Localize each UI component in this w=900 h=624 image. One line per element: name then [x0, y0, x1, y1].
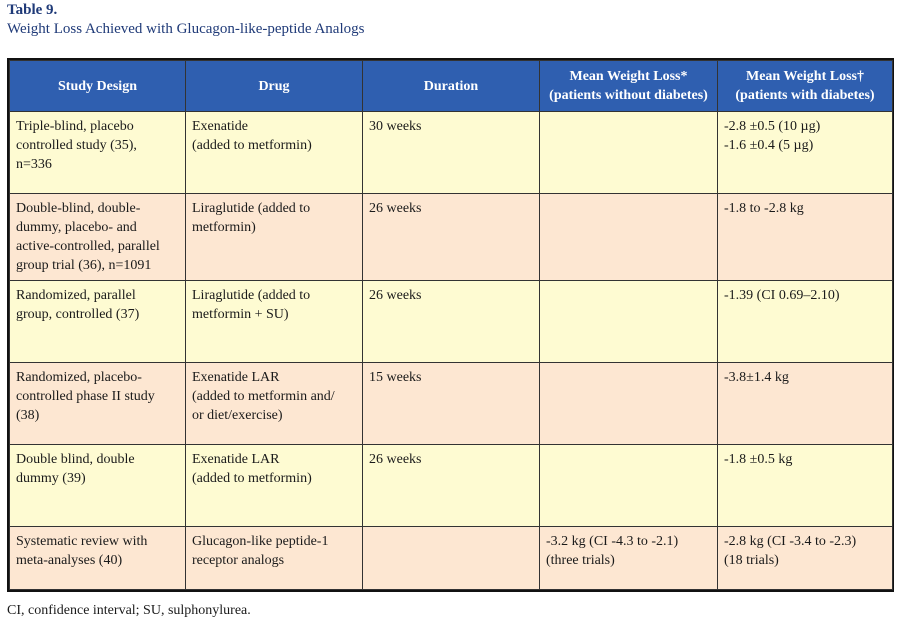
cell-study-design-line: Systematic review with	[16, 534, 148, 549]
cell-weight-loss-without-diabetes	[539, 193, 718, 281]
cell-study-design-line: group, controlled (37)	[16, 307, 140, 322]
cell-drug: Glucagon-like peptide-1 receptor analogs	[185, 526, 363, 590]
cell-drug-line: metformin + SU)	[192, 307, 289, 322]
table-footnote: CI, confidence interval; SU, sulphonylur…	[7, 603, 251, 618]
cell-drug: Exenatide LAR (added to metformin and/or …	[185, 362, 363, 445]
header-weight-loss-without-diabetes: Mean Weight Loss* (patients without diab…	[539, 60, 718, 112]
cell-weight-loss-with-diabetes-line: -1.39 (CI 0.69–2.10)	[724, 288, 840, 303]
table-row: Randomized, placebo-controlled phase II …	[9, 362, 893, 445]
cell-drug-line: (added to metformin)	[192, 138, 312, 153]
cell-duration: 15 weeks	[362, 362, 540, 445]
cell-study-design: Systematic review with meta-analyses (40)	[9, 526, 186, 590]
cell-weight-loss-without-diabetes: -3.2 kg (CI -4.3 to -2.1) (three trials)	[539, 526, 718, 590]
cell-drug-line: Exenatide LAR	[192, 370, 280, 385]
cell-weight-loss-with-diabetes-line: -1.6 ±0.4 (5 µg)	[724, 138, 814, 153]
table-row: Systematic review with meta-analyses (40)…	[9, 526, 893, 590]
cell-drug: Exenatide (added to metformin)	[185, 111, 363, 194]
cell-study-design-line: dummy, placebo- and	[16, 220, 137, 235]
cell-drug-line: receptor analogs	[192, 553, 285, 568]
cell-study-design-line: Double blind, double	[16, 452, 135, 467]
cell-weight-loss-with-diabetes-line: -1.8 ±0.5 kg	[724, 452, 793, 467]
cell-weight-loss-with-diabetes: -1.8 ±0.5 kg	[717, 444, 893, 527]
table-row: Double blind, double dummy (39) Exenatide …	[9, 444, 893, 527]
cell-drug: Exenatide LAR (added to metformin)	[185, 444, 363, 527]
cell-study-design-line: meta-analyses (40)	[16, 553, 123, 568]
cell-weight-loss-with-diabetes: -2.8 kg (CI -3.4 to -2.3) (18 trials)	[717, 526, 893, 590]
cell-study-design-line: Randomized, parallel	[16, 288, 136, 303]
cell-study-design-line: Double-blind, double-	[16, 201, 141, 216]
cell-weight-loss-with-diabetes: -1.8 to -2.8 kg	[717, 193, 893, 281]
cell-weight-loss-with-diabetes-line: -2.8 kg (CI -3.4 to -2.3)	[724, 534, 857, 549]
cell-weight-loss-with-diabetes-line: -2.8 ±0.5 (10 µg)	[724, 119, 821, 134]
cell-weight-loss-with-diabetes-line: -3.8±1.4 kg	[724, 370, 789, 385]
cell-study-design: Randomized, placebo-controlled phase II …	[9, 362, 186, 445]
cell-drug-line: Liraglutide (added to	[192, 288, 311, 303]
header-study-design: Study Design	[9, 60, 186, 112]
cell-study-design: Randomized, parallel group, controlled (3…	[9, 280, 186, 363]
cell-study-design-line: group trial (36), n=1091	[16, 258, 152, 273]
header-weight-loss-with-diabetes: Mean Weight Loss† (patients with diabete…	[717, 60, 893, 112]
header-duration: Duration	[362, 60, 540, 112]
header-row: Study Design Drug Duration Mean Weight L…	[9, 60, 893, 112]
cell-drug-line: Exenatide LAR	[192, 452, 280, 467]
table-row: Triple-blind, placebo controlled study (3…	[9, 111, 893, 194]
cell-study-design-line: dummy (39)	[16, 471, 86, 486]
cell-duration	[362, 526, 540, 590]
cell-study-design-line: (38)	[16, 408, 40, 423]
cell-weight-loss-with-diabetes: -1.39 (CI 0.69–2.10)	[717, 280, 893, 363]
cell-study-design-line: active-controlled, parallel	[16, 239, 160, 254]
cell-study-design: Double blind, double dummy (39)	[9, 444, 186, 527]
table-row: Randomized, parallel group, controlled (3…	[9, 280, 893, 363]
cell-duration: 26 weeks	[362, 444, 540, 527]
cell-study-design-line: controlled phase II study	[16, 389, 155, 404]
cell-drug-line: (added to metformin and/	[192, 389, 335, 404]
cell-study-design: Triple-blind, placebo controlled study (3…	[9, 111, 186, 194]
cell-drug-line: Liraglutide (added to	[192, 201, 311, 216]
cell-study-design-line: Randomized, placebo-	[16, 370, 142, 385]
cell-weight-loss-with-diabetes: -3.8±1.4 kg	[717, 362, 893, 445]
cell-weight-loss-with-diabetes: -2.8 ±0.5 (10 µg) -1.6 ±0.4 (5 µg)	[717, 111, 893, 194]
cell-drug-line: (added to metformin)	[192, 471, 312, 486]
cell-weight-loss-without-diabetes-line: (three trials)	[546, 553, 615, 568]
header-drug: Drug	[185, 60, 363, 112]
cell-study-design-line: Triple-blind, placebo	[16, 119, 134, 134]
cell-weight-loss-with-diabetes-line: -1.8 to -2.8 kg	[724, 201, 804, 216]
cell-drug: Liraglutide (added to metformin)	[185, 193, 363, 281]
cell-drug-line: metformin)	[192, 220, 256, 235]
cell-weight-loss-without-diabetes	[539, 444, 718, 527]
cell-duration: 30 weeks	[362, 111, 540, 194]
cell-weight-loss-with-diabetes-line: (18 trials)	[724, 553, 779, 568]
cell-weight-loss-without-diabetes	[539, 111, 718, 194]
table-label: Table 9.	[7, 2, 58, 18]
cell-study-design-line: n=336	[16, 157, 52, 172]
cell-drug-line: or diet/exercise)	[192, 408, 283, 423]
cell-weight-loss-without-diabetes	[539, 362, 718, 445]
table-row: Double-blind, double-dummy, placebo- and…	[9, 193, 893, 281]
cell-drug-line: Glucagon-like peptide-1	[192, 534, 329, 549]
cell-weight-loss-without-diabetes	[539, 280, 718, 363]
cell-drug-line: Exenatide	[192, 119, 248, 134]
table-body: Triple-blind, placebo controlled study (3…	[9, 111, 893, 590]
table-title: Weight Loss Achieved with Glucagon-like-…	[7, 21, 365, 37]
cell-drug: Liraglutide (added to metformin + SU)	[185, 280, 363, 363]
cell-study-design-line: controlled study (35),	[16, 138, 137, 153]
cell-study-design: Double-blind, double-dummy, placebo- and…	[9, 193, 186, 281]
cell-duration: 26 weeks	[362, 280, 540, 363]
data-table: Study Design Drug Duration Mean Weight L…	[7, 58, 894, 592]
cell-duration: 26 weeks	[362, 193, 540, 281]
cell-weight-loss-without-diabetes-line: -3.2 kg (CI -4.3 to -2.1)	[546, 534, 679, 549]
